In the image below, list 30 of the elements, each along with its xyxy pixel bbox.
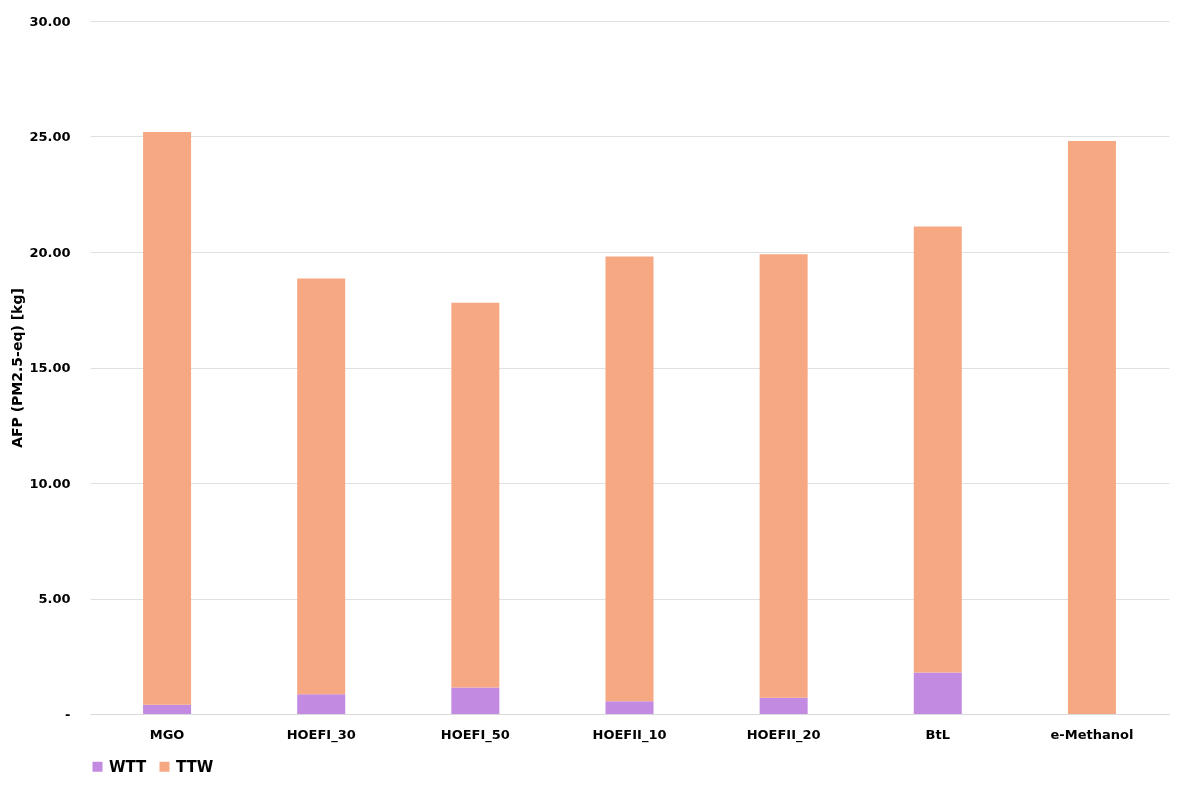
bar bbox=[143, 704, 192, 714]
y-tick-label: 25.00 bbox=[29, 129, 71, 144]
bar bbox=[451, 687, 500, 714]
bar bbox=[913, 672, 962, 714]
y-tick-label: 30.00 bbox=[29, 13, 71, 29]
bar bbox=[605, 256, 654, 702]
bar bbox=[451, 302, 500, 688]
x-tick-label: e-Methanol bbox=[1050, 726, 1134, 742]
bar bbox=[1067, 141, 1116, 714]
x-tick-label: HOEFI_50 bbox=[440, 726, 510, 743]
bar bbox=[913, 226, 962, 673]
bar bbox=[759, 697, 808, 714]
bar bbox=[759, 254, 808, 698]
y-axis-title: AFP (PM2.5-eq) [kg] bbox=[9, 288, 26, 448]
bar bbox=[143, 131, 192, 705]
y-tick-label: 20.00 bbox=[29, 244, 71, 260]
bar bbox=[297, 278, 346, 695]
y-tick-label: 10.00 bbox=[29, 475, 71, 491]
x-tick-label: HOEFII_20 bbox=[746, 726, 821, 743]
x-tick-label: MGO bbox=[149, 726, 185, 742]
x-tick-label: HOEFI_30 bbox=[286, 726, 356, 743]
y-tick-label: 5.00 bbox=[38, 591, 71, 606]
bar bbox=[297, 694, 346, 714]
bar bbox=[605, 701, 654, 714]
legend-label: WTT bbox=[109, 757, 148, 776]
y-tick-label: 15.00 bbox=[29, 360, 71, 375]
x-tick-label: HOEFII_10 bbox=[592, 726, 667, 743]
y-tick-label: - bbox=[65, 706, 71, 722]
legend-label: TTW bbox=[176, 757, 214, 776]
x-tick-label: BtL bbox=[925, 726, 950, 742]
